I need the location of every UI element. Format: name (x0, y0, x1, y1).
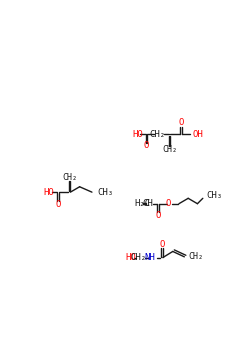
Text: O: O (144, 141, 149, 150)
Text: O: O (156, 211, 161, 220)
Text: O: O (178, 118, 184, 127)
Text: HO: HO (126, 253, 136, 262)
Text: CH₃: CH₃ (97, 188, 114, 197)
Text: CH₂: CH₂ (162, 145, 177, 154)
Text: O: O (166, 199, 171, 208)
Text: HO: HO (44, 188, 54, 197)
Text: CH: CH (142, 199, 153, 208)
Text: HO: HO (132, 130, 143, 139)
Text: CH₂: CH₂ (188, 252, 203, 260)
Text: O: O (55, 200, 61, 209)
Text: CH₂: CH₂ (62, 173, 77, 182)
Text: NH: NH (144, 253, 155, 262)
Text: H₂C: H₂C (134, 199, 150, 208)
Text: O: O (159, 240, 165, 249)
Text: CH₂: CH₂ (149, 130, 166, 139)
Text: CH₂: CH₂ (130, 253, 146, 262)
Text: CH₃: CH₃ (207, 191, 223, 201)
Text: OH: OH (193, 130, 203, 139)
